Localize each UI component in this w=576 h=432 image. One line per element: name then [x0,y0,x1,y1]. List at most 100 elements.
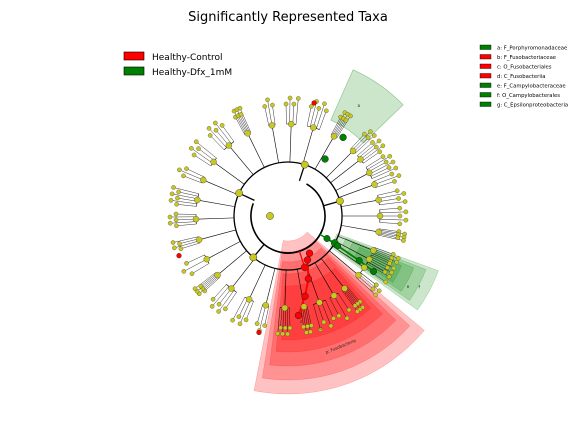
leaf-node-5-0-2 [177,241,182,247]
leaf-branch-0-2-2 [313,108,320,128]
leaf-node-0-1-3 [296,96,301,101]
leaf-branch-4-3-4 [200,273,217,287]
leaf-branch-5-2-0 [176,204,197,207]
order-node-0-1 [288,120,295,128]
leaf-branch-5-6-3 [236,109,249,134]
leaf-branch-5-6-1 [233,110,247,135]
order-node-5-4 [210,158,217,166]
leaf-branch-5-6-2 [238,115,248,134]
bacteroidia-node [321,155,329,163]
sector-key-b: b [319,325,322,330]
leaf-node-3-2-3 [318,327,323,332]
leaf-branch-4-2-4 [212,284,227,300]
leaf-branch-5-5-2 [215,130,230,146]
class-spoke-1-0 [325,150,354,179]
leaf-branch-0-2-0 [306,106,312,127]
leaf-branch-0-3-1 [332,112,346,136]
phylum-node-4 [249,253,258,262]
class-spoke-4-3 [217,250,247,276]
order-node-1-1 [357,156,364,163]
leaf-node-3-1-2 [336,313,342,319]
leaf-node-3-4-0 [287,325,293,331]
leaf-branch-4-3-0 [204,277,220,292]
leaf-node-2-3-0 [373,282,379,288]
leaf-node-1-1-2 [373,144,379,150]
leaf-branch-5-0-0 [180,242,201,249]
leaf-branch-5-6-0 [235,117,245,135]
leaf-branch-2-1-5 [366,263,390,277]
taxa-label-b: b: F_Fusobacteriaceae [497,55,556,61]
taxa-label-a: a: F_Porphyromonadaceae [497,46,567,52]
order-node-5-1 [192,216,200,223]
leaf-branch-1-2-5 [371,167,396,179]
leaf-node-1-2-1 [387,154,393,159]
leaf-node-1-3-2 [392,179,397,184]
order-node-3-3 [300,303,308,310]
order-node-3-1 [330,292,338,299]
leaf-node-3-3-1 [308,329,313,335]
leaf-node-5-1-2 [173,217,179,223]
order-node-2-0 [370,247,377,254]
leaf-node-3-4-2 [282,325,288,331]
phylum-node-3 [300,263,309,272]
dfx-node-3 [370,268,377,276]
leaf-node-3-2-0 [331,316,336,321]
leaf-branch-5-0-3 [172,236,199,243]
root-arc-lower [281,228,324,254]
leaf-branch-5-0-1 [174,240,200,249]
leaf-branch-3-0-2 [344,287,358,304]
class-spoke-5-3 [203,179,239,196]
order-node-0-3 [330,133,338,140]
taxa-label-d: d: C_Fusobacteriia [497,74,546,80]
control-node-2 [304,275,313,283]
leaf-branch-5-5-0 [210,135,225,150]
leaf-branch-4-2-0 [225,292,237,309]
taxa-swatch-b [479,54,492,60]
leaf-node-3-3-2 [305,324,310,329]
leaf-branch-0-0-1 [267,99,273,126]
control-leaf-1 [176,253,182,259]
taxa-label-e: e: F_Campylobacteraceae [497,84,566,90]
leaf-branch-5-5-4 [222,125,235,142]
leaf-branch-2-3-2 [357,275,374,290]
leaf-node-1-6-5 [401,238,406,243]
leaf-node-2-3-2 [370,286,376,292]
leaf-branch-4-2-2 [218,288,232,305]
leaf-node-1-1-0 [370,140,375,145]
leaf-branch-4-1-3 [232,297,245,321]
leaf-branch-1-0-1 [352,131,371,151]
leaf-branch-2-1-0 [371,254,390,264]
leaf-branch-3-0-5 [341,290,358,312]
order-node-1-5 [376,212,384,220]
leaf-node-2-3-1 [376,288,382,294]
order-node-2-2 [361,264,368,271]
order-node-1-4 [375,196,382,204]
leaf-branch-5-2-5 [173,187,199,194]
taxa-swatch-a [479,44,492,50]
leaf-branch-2-0-3 [372,251,397,263]
chart-title: Significantly Represented Taxa [188,10,388,25]
leaf-branch-2-1-1 [370,256,394,269]
leaf-branch-4-3-1 [199,276,219,294]
leaf-branch-3-0-0 [346,286,361,302]
dfx-node-1 [334,242,342,250]
legend-label-control: Healthy-Control [152,53,223,63]
leaf-node-0-3-4 [343,117,349,123]
leaf-node-3-4-4 [278,325,283,331]
dfx-node-0 [323,235,331,242]
leaf-branch-4-4-2 [186,254,205,264]
leaf-branch-2-3-1 [359,274,380,291]
leaf-node-1-5-0 [397,205,403,211]
leaf-node-1-1-3 [380,143,386,149]
leaf-branch-5-4-3 [196,141,217,159]
leaf-node-5-3-0 [181,173,186,179]
leaf-node-1-0-3 [372,133,377,138]
leaf-node-1-4-3 [402,199,408,204]
order-node-0-2 [310,124,317,131]
leaf-branch-1-1-4 [363,151,380,164]
leaf-node-1-2-0 [380,154,386,159]
leaf-branch-1-6-5 [377,234,404,241]
order-node-5-6 [244,130,251,137]
leaf-branch-5-5-3 [215,122,232,144]
leaf-node-3-1-1 [344,315,350,321]
